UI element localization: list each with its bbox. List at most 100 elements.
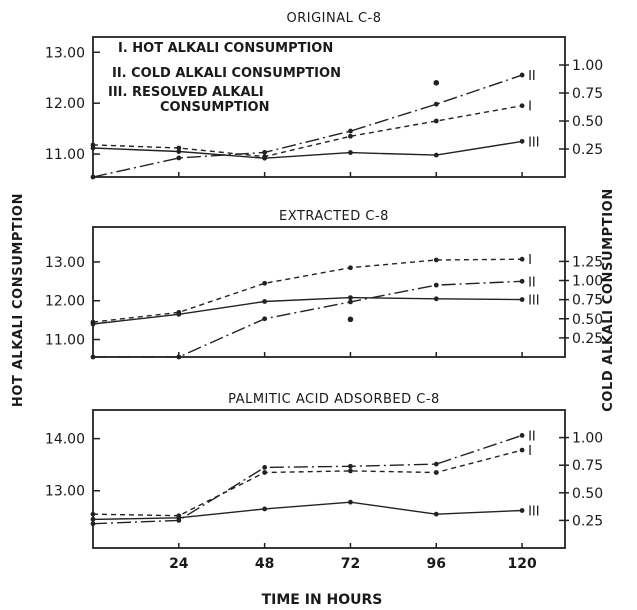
series-line-III <box>92 140 523 159</box>
data-point-II <box>519 278 525 284</box>
data-point-II <box>90 521 96 527</box>
x-tick-label: 96 <box>427 556 446 572</box>
data-point-III <box>90 321 96 327</box>
legend: I. HOT ALKALI CONSUMPTION II. COLD ALKAL… <box>108 41 341 115</box>
series-line-I <box>92 105 523 158</box>
series-label-I: I <box>528 444 532 459</box>
left-tick-label: 11.00 <box>45 333 85 349</box>
legend-entry-1: I. HOT ALKALI CONSUMPTION <box>118 41 333 56</box>
left-tick-label: 13.00 <box>45 255 85 271</box>
series-line-III <box>92 296 523 325</box>
left-tick-label: 12.00 <box>45 96 85 112</box>
data-point-III <box>519 297 525 302</box>
series-line-II <box>93 280 523 358</box>
data-point-I <box>348 468 353 474</box>
series-label-II: II <box>528 429 536 444</box>
data-point-III <box>262 155 268 161</box>
data-point-I <box>348 133 353 139</box>
right-tick-label: 0.75 <box>572 293 603 309</box>
data-point-III <box>519 508 525 513</box>
chart-panels: ORIGINAL C-8 11.00 12.00 13.00 0.25 0.50 0.75 1… <box>45 11 603 572</box>
data-point-II <box>176 354 182 360</box>
series-line-I <box>92 258 523 323</box>
right-tick-label: 0.25 <box>572 331 603 347</box>
left-tick-label: 11.00 <box>45 147 85 163</box>
right-tick-label: 1.25 <box>572 254 603 270</box>
y-left-axis-title: HOT ALKALI CONSUMPTION <box>11 193 26 407</box>
data-point-III <box>262 506 268 512</box>
left-tick-label: 13.00 <box>45 484 85 500</box>
panel-title: PALMITIC ACID ADSORBED C-8 <box>228 392 440 407</box>
data-point-III <box>90 516 96 522</box>
right-tick-label: 0.25 <box>572 513 603 529</box>
x-tick-label: 48 <box>255 556 274 572</box>
data-point-III <box>433 296 439 302</box>
data-point-III <box>348 499 353 505</box>
data-point-II <box>348 299 353 305</box>
data-point-I <box>519 256 525 262</box>
data-point-I <box>433 470 439 475</box>
right-tick-label: 0.50 <box>572 486 603 502</box>
series-line-III <box>92 501 523 521</box>
data-point-II <box>348 128 353 134</box>
data-point-III <box>433 152 439 158</box>
chart-panel-1: ORIGINAL C-8 11.00 12.00 13.00 0.25 0.50 0.75 1… <box>45 11 603 180</box>
data-point-I <box>262 470 268 475</box>
series-label-I: I <box>528 253 532 268</box>
series-line-II <box>92 74 523 178</box>
series-label-II: II <box>528 69 536 84</box>
right-tick-label: 0.25 <box>572 142 603 158</box>
plot-frame <box>92 36 566 178</box>
data-point-III <box>90 145 96 151</box>
data-point-I <box>433 118 439 124</box>
data-point-I <box>519 447 525 453</box>
data-point-II <box>262 149 268 155</box>
data-point-III <box>519 138 525 144</box>
left-tick-label: 14.00 <box>45 432 85 448</box>
panel-title: EXTRACTED C-8 <box>279 209 389 224</box>
x-axis-title: TIME IN HOURS <box>262 592 383 608</box>
data-point-II <box>519 72 525 78</box>
series-label-I: I <box>528 100 532 115</box>
right-tick-label: 1.00 <box>572 431 603 447</box>
plot-frame <box>92 409 566 549</box>
data-point-II <box>262 316 268 322</box>
legend-entry-2: II. COLD ALKALI CONSUMPTION <box>112 66 341 81</box>
data-point-III <box>433 511 439 517</box>
data-point-I <box>348 265 353 271</box>
series-label-III: III <box>528 505 540 520</box>
chart-panel-2: EXTRACTED C-8 11.00 12.00 13.00 0.25 0.50 0.75… <box>45 209 603 360</box>
data-point-II <box>90 174 96 180</box>
right-tick-label: 0.75 <box>572 458 603 474</box>
legend-entry-3-cont: CONSUMPTION <box>160 100 270 115</box>
data-point-II <box>90 354 96 360</box>
data-point-III <box>176 515 182 521</box>
data-point-III <box>176 149 182 154</box>
data-point-II <box>176 155 182 161</box>
data-point-II <box>433 101 439 107</box>
outlier-point <box>433 80 440 86</box>
x-tick-label: 24 <box>169 556 189 572</box>
right-tick-label: 1.00 <box>572 58 603 74</box>
right-tick-label: 0.50 <box>572 312 603 328</box>
data-point-II <box>262 465 268 470</box>
series-label-III: III <box>528 294 540 309</box>
data-point-II <box>433 282 439 288</box>
data-point-I <box>262 280 268 286</box>
right-tick-label: 0.50 <box>572 114 603 130</box>
data-point-I <box>433 257 439 263</box>
data-point-III <box>348 150 353 155</box>
data-point-II <box>519 432 525 438</box>
data-point-II <box>348 463 353 469</box>
x-tick-label: 120 <box>507 556 536 572</box>
legend-entry-3: III. RESOLVED ALKALI <box>108 85 264 100</box>
data-point-II <box>433 461 439 467</box>
series-label-III: III <box>528 135 540 150</box>
outlier-point <box>347 316 354 323</box>
x-tick-label: 72 <box>341 556 360 572</box>
right-tick-label: 0.75 <box>572 86 603 102</box>
panel-title: ORIGINAL C-8 <box>286 11 381 26</box>
data-point-I <box>176 145 182 151</box>
data-point-I <box>90 511 96 517</box>
